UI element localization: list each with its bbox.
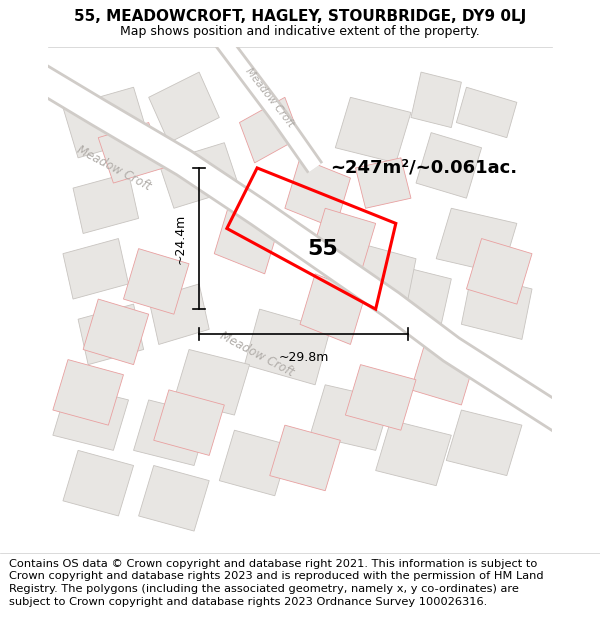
Polygon shape [134, 400, 209, 466]
Polygon shape [416, 132, 482, 198]
Polygon shape [376, 420, 451, 486]
Polygon shape [83, 299, 149, 364]
Polygon shape [214, 203, 280, 274]
Text: ~29.8m: ~29.8m [278, 351, 329, 364]
Text: Meadow Croft: Meadow Croft [218, 329, 296, 379]
Polygon shape [300, 274, 365, 344]
Polygon shape [63, 239, 128, 299]
Polygon shape [411, 339, 476, 405]
Polygon shape [355, 158, 411, 208]
Polygon shape [401, 269, 451, 324]
Text: ~247m²/~0.061ac.: ~247m²/~0.061ac. [330, 159, 517, 177]
Polygon shape [53, 385, 128, 451]
Polygon shape [63, 88, 149, 158]
Polygon shape [411, 72, 461, 127]
Polygon shape [220, 430, 290, 496]
Polygon shape [159, 142, 239, 208]
Polygon shape [124, 249, 189, 314]
Polygon shape [310, 385, 391, 451]
Text: ~24.4m: ~24.4m [173, 213, 187, 264]
Text: 55, MEADOWCROFT, HAGLEY, STOURBRIDGE, DY9 0LJ: 55, MEADOWCROFT, HAGLEY, STOURBRIDGE, DY… [74, 9, 526, 24]
Polygon shape [245, 309, 330, 385]
Polygon shape [149, 72, 220, 142]
Polygon shape [466, 239, 532, 304]
Polygon shape [154, 390, 224, 456]
Polygon shape [149, 284, 209, 344]
Polygon shape [436, 208, 517, 274]
Polygon shape [139, 466, 209, 531]
Polygon shape [346, 364, 416, 430]
Text: Contains OS data © Crown copyright and database right 2021. This information is : Contains OS data © Crown copyright and d… [9, 559, 544, 607]
Polygon shape [174, 349, 250, 415]
Polygon shape [446, 410, 522, 476]
Polygon shape [98, 122, 164, 183]
Polygon shape [285, 158, 350, 229]
Polygon shape [270, 425, 340, 491]
Polygon shape [73, 173, 139, 234]
Polygon shape [335, 98, 411, 163]
Polygon shape [350, 244, 416, 309]
Polygon shape [239, 98, 300, 163]
Text: Meadow Croft: Meadow Croft [74, 143, 152, 193]
Text: Meadow Croft: Meadow Croft [244, 66, 296, 129]
Polygon shape [63, 451, 134, 516]
Polygon shape [457, 88, 517, 138]
Polygon shape [53, 359, 124, 425]
Text: Map shows position and indicative extent of the property.: Map shows position and indicative extent… [120, 24, 480, 38]
Polygon shape [78, 304, 143, 364]
Polygon shape [310, 208, 376, 274]
Polygon shape [461, 274, 532, 339]
Text: 55: 55 [307, 239, 338, 259]
